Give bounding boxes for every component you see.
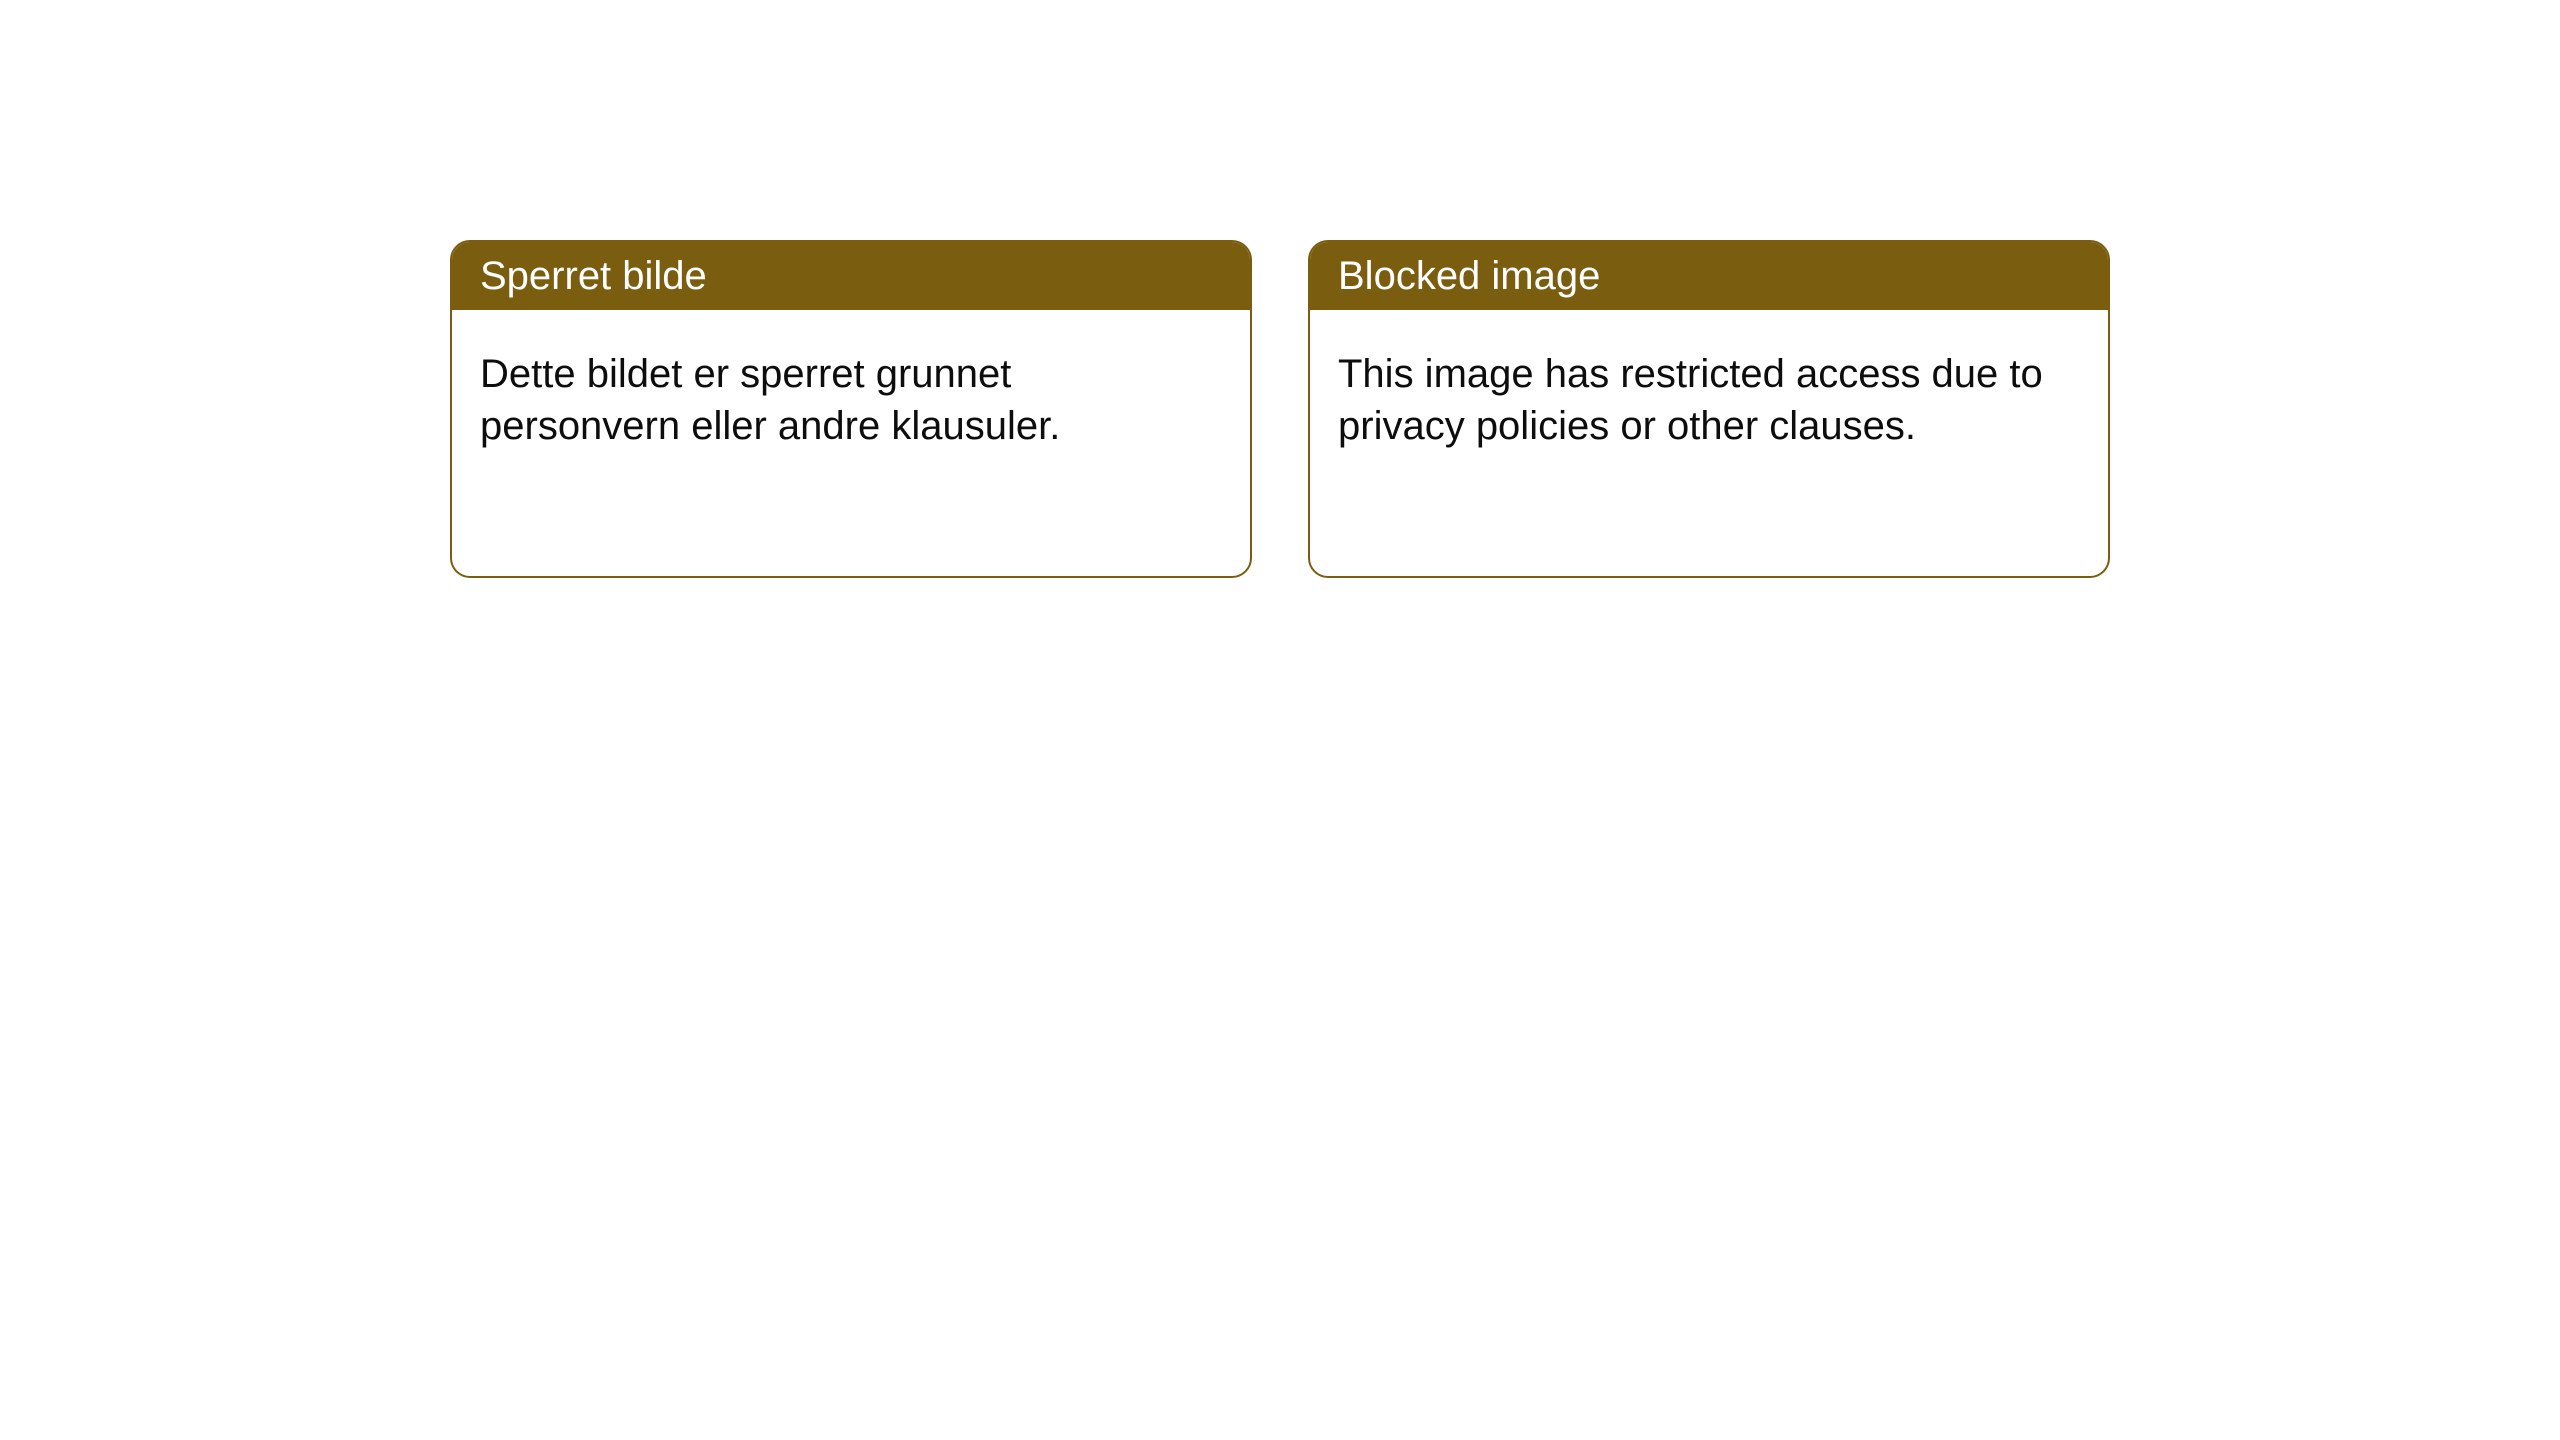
notice-card-norwegian: Sperret bilde Dette bildet er sperret gr… (450, 240, 1252, 578)
notice-body: Dette bildet er sperret grunnet personve… (452, 310, 1250, 490)
notice-title: Sperret bilde (452, 242, 1250, 310)
notice-title: Blocked image (1310, 242, 2108, 310)
notice-container: Sperret bilde Dette bildet er sperret gr… (0, 0, 2560, 578)
notice-body: This image has restricted access due to … (1310, 310, 2108, 490)
notice-card-english: Blocked image This image has restricted … (1308, 240, 2110, 578)
